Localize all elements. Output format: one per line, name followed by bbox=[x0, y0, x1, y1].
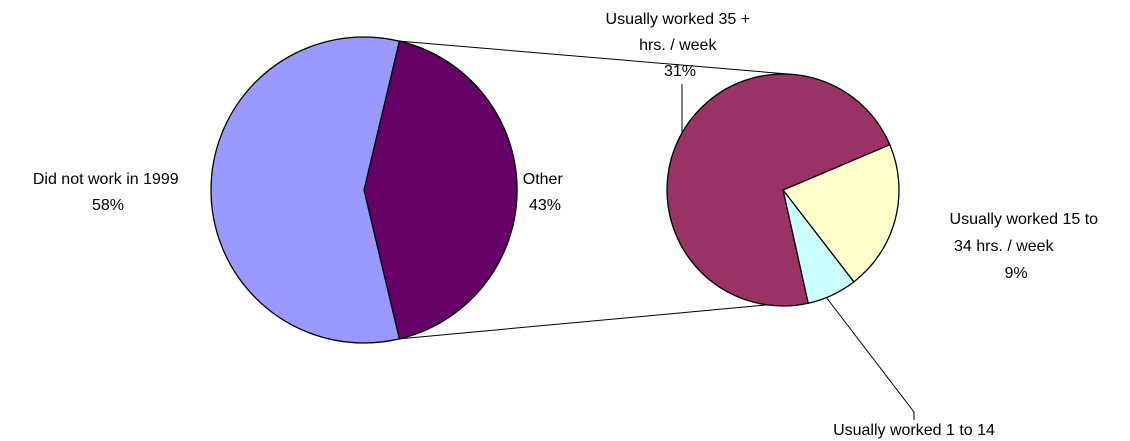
label-35-plus-value: 31% bbox=[664, 63, 696, 80]
label-15-to-34-line2: 34 hrs. / week bbox=[954, 238, 1055, 255]
label-15-to-34: Usually worked 15 to 34 hrs. / week 9% bbox=[950, 211, 1103, 282]
connector-lines bbox=[399, 40, 792, 340]
label-did-not-work-name: Did not work in 1999 bbox=[33, 171, 179, 188]
label-35-plus-line1: Usually worked 35 + bbox=[606, 11, 751, 28]
label-35-plus-line2: hrs. / week bbox=[639, 37, 717, 54]
slice-35-plus bbox=[666, 73, 891, 307]
connector-bottom bbox=[399, 304, 767, 340]
label-did-not-work-value: 58% bbox=[92, 197, 124, 214]
leader-lines bbox=[681, 84, 915, 420]
label-1-to-14-line1: Usually worked 1 to 14 bbox=[833, 422, 995, 439]
main-pie bbox=[210, 36, 518, 344]
slice-15-to-34 bbox=[781, 143, 900, 283]
label-did-not-work: Did not work in 1999 58% bbox=[33, 171, 183, 214]
label-other-name: Other bbox=[523, 171, 564, 188]
label-1-to-14: Usually worked 1 to 14 bbox=[833, 422, 995, 439]
label-15-to-34-line1: Usually worked 15 to bbox=[950, 211, 1099, 228]
connector-top bbox=[399, 40, 792, 75]
label-15-to-34-value: 9% bbox=[1004, 265, 1027, 282]
label-35-plus: Usually worked 35 + hrs. / week 31% bbox=[606, 11, 755, 80]
label-other: Other 43% bbox=[523, 171, 567, 214]
label-other-value: 43% bbox=[529, 197, 561, 214]
slice-other bbox=[363, 40, 518, 340]
secondary-pie bbox=[666, 73, 900, 307]
leader-1-to-14 bbox=[825, 296, 915, 420]
